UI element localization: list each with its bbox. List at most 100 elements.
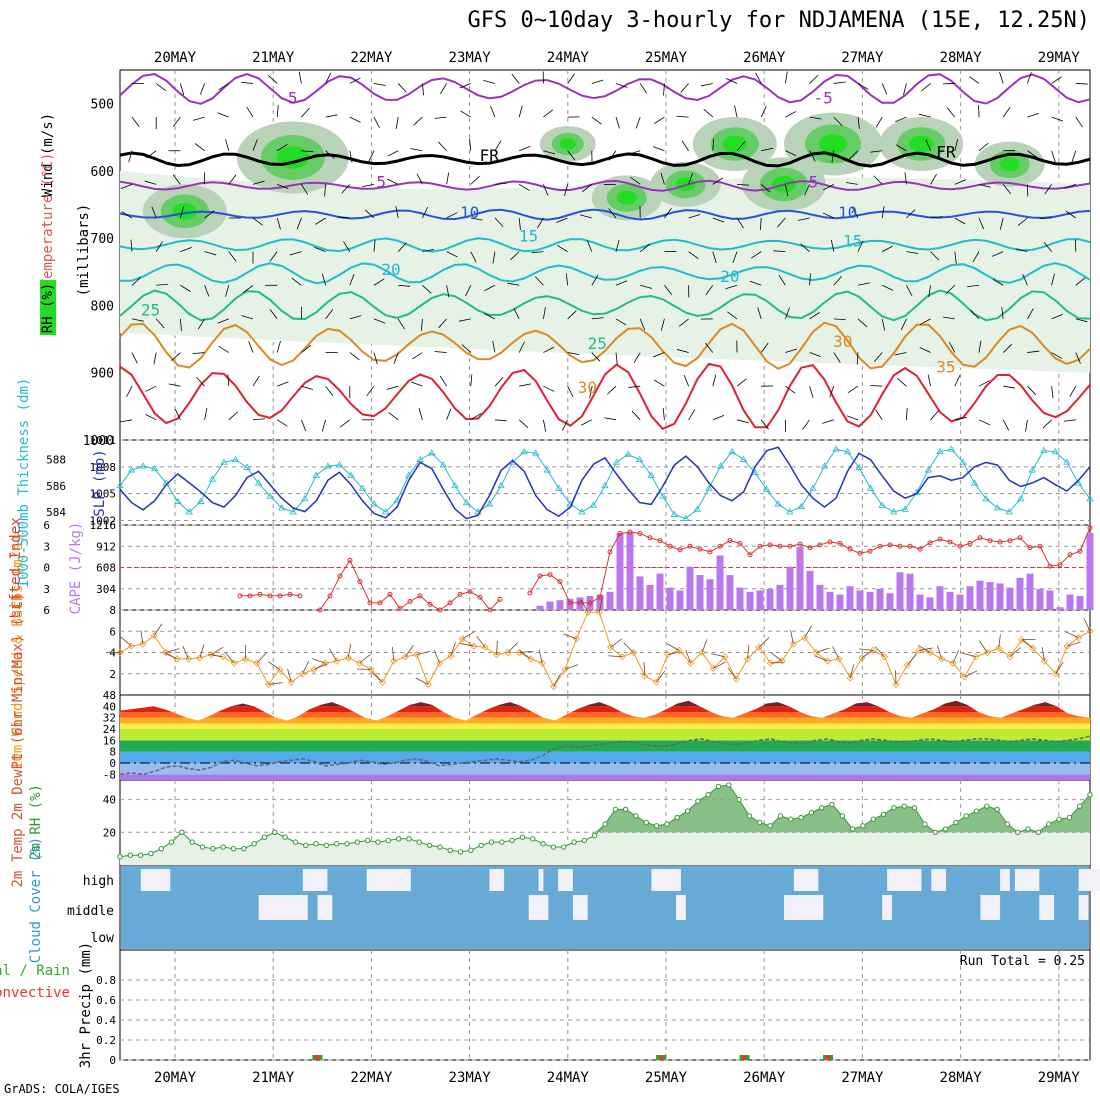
wind-barb xyxy=(703,108,714,118)
rh-marker xyxy=(715,783,722,790)
rh-marker xyxy=(674,814,680,821)
wind-speed-marker xyxy=(721,653,729,661)
wind-barb xyxy=(992,278,1004,286)
wind-barb xyxy=(1002,343,1013,353)
thickness-marker xyxy=(428,449,436,456)
lifted-index-marker xyxy=(897,543,903,549)
wind-barb-10m xyxy=(936,645,943,659)
wind-speed-marker xyxy=(629,648,638,657)
x-tick-top: 29MAY xyxy=(1038,50,1081,66)
thickness-marker xyxy=(1063,458,1071,465)
contour-label: 10 xyxy=(838,203,857,222)
y-tick-pressure: 900 xyxy=(91,367,114,382)
lifted-index-marker xyxy=(1087,525,1093,531)
wind-barb xyxy=(168,383,181,387)
wind-barb xyxy=(678,318,689,327)
lifted-index-marker xyxy=(807,545,813,551)
wind-barb xyxy=(120,419,133,423)
wind-barb xyxy=(324,184,326,197)
lifted-index-marker xyxy=(787,543,793,549)
thickness-marker xyxy=(739,455,748,463)
wind-barb xyxy=(518,217,521,230)
wind-barb xyxy=(174,408,181,420)
contour-label: -5 xyxy=(813,89,832,108)
wind-barb xyxy=(928,285,931,298)
wind-barb xyxy=(757,307,762,320)
wind-barb xyxy=(1042,419,1052,429)
wind-barb xyxy=(1027,71,1032,84)
rh-marker xyxy=(1015,829,1021,836)
temp-contour-0 xyxy=(119,151,1091,168)
thickness-marker xyxy=(127,466,136,473)
lifted-index-marker xyxy=(987,538,993,544)
rh-marker xyxy=(829,801,835,808)
wind-barb xyxy=(325,309,334,320)
cape-bar xyxy=(676,590,684,610)
cape-bar xyxy=(996,583,1004,610)
rh-marker xyxy=(684,808,691,814)
wind-barb xyxy=(664,208,672,219)
wind-barb xyxy=(785,348,797,353)
wind-barb xyxy=(712,138,715,151)
wind-barb xyxy=(904,172,907,185)
y-tick-pressure: 600 xyxy=(91,165,114,180)
wind-barb xyxy=(1001,306,1004,319)
lifted-index-marker xyxy=(457,591,463,597)
lifted-index-marker xyxy=(907,543,913,549)
footer-credit: GrADS: COLA/IGES xyxy=(4,1082,120,1096)
wind-barb xyxy=(857,282,870,286)
wind-barb xyxy=(252,217,263,226)
wind-barb xyxy=(395,206,399,219)
wind-barb xyxy=(930,173,937,185)
wind-speed-marker xyxy=(744,655,752,663)
wind-barb xyxy=(761,147,774,152)
wind-barb xyxy=(301,107,310,118)
wind-barb xyxy=(652,146,665,152)
rh-patch-core xyxy=(909,135,934,153)
wind-barb xyxy=(325,385,334,397)
wind-barb xyxy=(301,345,312,353)
wind-barb xyxy=(823,184,834,191)
wind-barb xyxy=(412,352,423,360)
wind-barb xyxy=(180,284,191,292)
wind-barb xyxy=(852,207,859,219)
wind-barb xyxy=(809,116,822,120)
wind-barb xyxy=(580,419,592,426)
wind-barb-10m xyxy=(580,599,589,613)
wind-barb-10m xyxy=(747,644,750,659)
wind-barb xyxy=(662,407,665,420)
thickness-marker xyxy=(693,505,702,512)
y-tick-precip: 0.4 xyxy=(96,1014,116,1027)
thickness-marker xyxy=(335,461,344,468)
wind-barb-10m xyxy=(564,664,579,670)
wind-speed-marker xyxy=(1086,627,1094,635)
lifted-index-marker xyxy=(547,572,553,578)
lifted-index-marker xyxy=(957,543,963,549)
rh-marker xyxy=(777,813,784,819)
wind-barb xyxy=(534,276,544,286)
wind-speed-marker xyxy=(755,643,763,651)
wind-barb xyxy=(635,116,641,129)
wind-barb xyxy=(410,148,423,152)
wind-barb-10m xyxy=(287,668,292,683)
wind-barb-10m xyxy=(643,661,646,676)
wind-barb xyxy=(484,313,496,320)
y-tick-temp: 32 xyxy=(103,712,116,725)
y-tick-rh: 40 xyxy=(103,794,116,807)
lifted-index-marker xyxy=(637,531,643,536)
x-tick-top: 26MAY xyxy=(743,50,786,66)
cape-bar xyxy=(1046,590,1054,610)
wind-speed-marker xyxy=(515,648,523,657)
wind-barb xyxy=(833,352,841,363)
wind-barb xyxy=(289,251,302,256)
rh-marker xyxy=(468,847,474,853)
rh-marker xyxy=(705,792,711,798)
rh-marker xyxy=(519,834,526,840)
wind-barb-10m xyxy=(371,672,383,683)
wind-barb xyxy=(314,246,326,253)
wind-barb xyxy=(683,374,689,387)
rh-marker xyxy=(344,841,350,847)
wind-barb xyxy=(750,251,762,259)
wind-barb xyxy=(688,409,696,421)
wind-barb xyxy=(156,283,169,286)
